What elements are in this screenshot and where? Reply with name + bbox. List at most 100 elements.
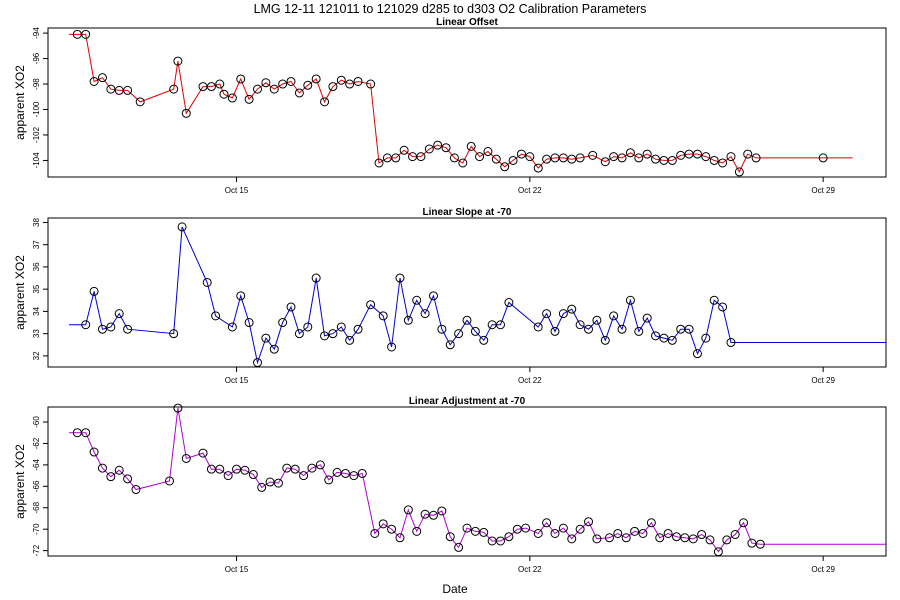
data-point <box>106 84 116 94</box>
data-point <box>642 149 652 159</box>
x-tick-label: Oct 29 <box>811 376 835 385</box>
y-tick-label: -96 <box>32 52 41 64</box>
y-tick-label: -72 <box>32 544 41 556</box>
data-point <box>462 315 472 325</box>
data-point <box>483 147 493 157</box>
data-point <box>558 309 568 319</box>
data-point <box>244 94 254 104</box>
data-point <box>617 324 627 334</box>
data-point <box>558 153 568 163</box>
data-point <box>621 533 631 543</box>
data-point <box>345 79 355 89</box>
data-point <box>278 318 288 328</box>
data-point <box>466 141 476 151</box>
data-point <box>286 76 296 86</box>
data-point <box>743 149 753 159</box>
data-point <box>730 530 740 540</box>
data-point <box>449 153 459 163</box>
data-point <box>470 326 480 336</box>
data-point <box>718 158 728 168</box>
data-point <box>265 477 275 487</box>
data-point <box>676 150 686 160</box>
data-point <box>672 532 681 542</box>
y-axis-label: apparent XO2 <box>13 444 27 519</box>
data-point <box>336 322 346 332</box>
data-point <box>232 464 242 474</box>
data-point <box>307 463 317 473</box>
data-point <box>89 76 99 86</box>
data-point <box>353 324 363 334</box>
data-point <box>294 88 304 98</box>
data-point <box>634 153 644 163</box>
y-tick-label: -68 <box>32 501 41 513</box>
data-point <box>479 527 489 537</box>
data-point <box>470 526 480 536</box>
series-line <box>69 408 886 553</box>
y-tick-label: 32 <box>32 351 41 360</box>
data-point <box>508 155 518 165</box>
data-point <box>516 149 526 159</box>
data-point <box>433 140 443 150</box>
data-point <box>692 349 702 359</box>
data-point <box>345 335 355 345</box>
data-point <box>600 157 610 167</box>
data-point <box>173 403 183 413</box>
data-point <box>496 536 506 546</box>
data-point <box>445 532 455 542</box>
data-point <box>311 273 321 283</box>
data-point <box>747 538 757 548</box>
data-point <box>89 286 99 296</box>
data-point <box>370 528 380 538</box>
data-point <box>424 144 434 154</box>
y-tick-label: -66 <box>32 480 41 492</box>
data-point <box>613 528 623 538</box>
data-point <box>215 464 225 474</box>
data-point <box>667 155 677 165</box>
data-point <box>684 324 694 334</box>
data-point <box>592 534 602 544</box>
data-point <box>458 158 468 168</box>
plot-frame <box>47 27 887 178</box>
data-point <box>290 464 300 474</box>
data-point <box>726 152 736 162</box>
data-point <box>651 331 661 341</box>
data-point <box>420 309 430 319</box>
data-point <box>135 97 145 107</box>
data-point <box>751 153 761 163</box>
data-point <box>177 222 187 232</box>
data-point <box>701 333 711 343</box>
data-point <box>328 329 338 339</box>
data-point <box>244 318 254 328</box>
data-point <box>320 97 330 107</box>
data-point <box>282 463 292 473</box>
data-point <box>625 295 635 305</box>
y-tick-label: -60 <box>32 416 41 428</box>
data-point <box>692 149 702 159</box>
data-point <box>403 505 413 515</box>
series-line <box>69 33 853 174</box>
data-point <box>713 547 723 557</box>
panel-title: Linear Adjustment at -70 <box>409 396 526 407</box>
data-point <box>248 470 258 480</box>
data-point <box>215 79 225 89</box>
x-tick-label: Oct 15 <box>225 376 249 385</box>
data-point <box>378 311 388 321</box>
panels-container: Linear Offset apparent XO2 -104 -102 -100 -98… <box>13 17 887 574</box>
data-point <box>667 335 677 345</box>
data-point <box>726 338 736 348</box>
data-point <box>387 342 397 352</box>
y-tick-label: -62 <box>32 437 41 449</box>
x-tick-label: Oct 22 <box>518 186 542 195</box>
data-point <box>403 315 413 325</box>
plot-frame <box>47 217 887 368</box>
data-point <box>387 524 397 534</box>
data-point <box>269 344 279 354</box>
data-point <box>475 152 485 162</box>
y-tick-label: -98 <box>32 78 41 90</box>
data-point <box>173 56 183 66</box>
data-point <box>202 277 212 287</box>
y-tick-label: 38 <box>32 217 41 226</box>
data-point <box>630 526 640 536</box>
data-point <box>273 478 283 488</box>
data-point <box>332 467 342 477</box>
